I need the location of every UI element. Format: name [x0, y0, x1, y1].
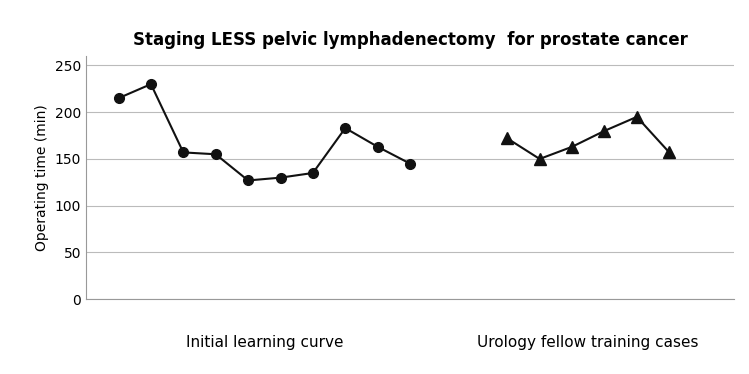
Text: Medscape: Medscape	[11, 353, 90, 367]
Text: Source: BMC Urol © 2014 BioMed Central, Ltd: Source: BMC Urol © 2014 BioMed Central, …	[482, 355, 738, 365]
Title: Staging LESS pelvic lymphadenectomy  for prostate cancer: Staging LESS pelvic lymphadenectomy for …	[133, 31, 688, 49]
Text: Urology fellow training cases: Urology fellow training cases	[478, 335, 699, 350]
Text: Initial learning curve: Initial learning curve	[186, 335, 343, 350]
Y-axis label: Operating time (min): Operating time (min)	[35, 104, 49, 251]
